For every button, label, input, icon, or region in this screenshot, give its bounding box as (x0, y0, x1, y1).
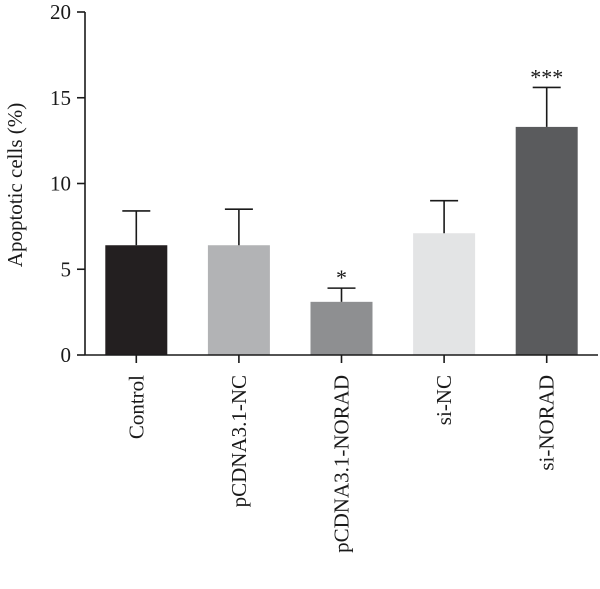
bar-pcdna3-1-nc (207, 245, 270, 355)
significance-marker: *** (530, 64, 563, 89)
bar-si-norad (515, 126, 578, 355)
significance-group: **** (336, 64, 563, 290)
x-tick-label: pCDNA3.1-NC (227, 375, 251, 507)
bar-pcdna3-1-norad (310, 301, 373, 355)
x-tick-label: si-NC (432, 375, 456, 425)
x-axis: Control pCDNA3.1-NC pCDNA3.1-NORAD si-NC si-… (85, 354, 598, 553)
y-axis-label: Apoptotic cells (%) (3, 103, 27, 267)
bar-control (105, 245, 168, 355)
x-tick-label: Control (124, 375, 148, 439)
y-tick-label: 0 (61, 343, 72, 367)
y-tick-label: 15 (50, 86, 71, 110)
y-tick-label: 20 (50, 0, 71, 24)
x-tick-label: pCDNA3.1-NORAD (330, 375, 354, 553)
error-bars-group (122, 86, 561, 302)
bars-group (105, 126, 578, 355)
significance-marker: * (336, 265, 347, 290)
y-tick-label: 5 (61, 257, 72, 281)
x-tick-label: si-NORAD (535, 375, 559, 471)
bar-si-nc (413, 233, 476, 355)
y-tick-label: 10 (50, 172, 71, 196)
y-axis: 0 5 10 15 20 (50, 0, 86, 367)
